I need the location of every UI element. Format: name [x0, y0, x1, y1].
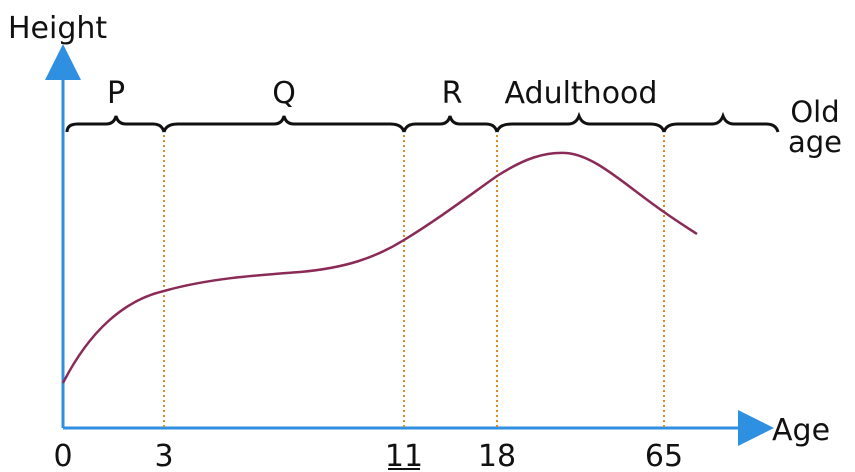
- brace-adulthood: [495, 111, 666, 133]
- x-axis-label: Age: [772, 413, 830, 448]
- brace-q: [162, 115, 406, 133]
- stage-label-adulthood: Adulthood: [505, 76, 658, 111]
- tick-label-18: 18: [478, 439, 516, 472]
- stage-label-old: Old: [790, 95, 839, 129]
- stage-label-r: R: [442, 76, 463, 111]
- brace-old-age: [662, 111, 780, 133]
- y-axis-label: Height: [8, 11, 107, 46]
- tick-label-3: 3: [154, 439, 173, 472]
- tick-label-0: 0: [53, 439, 72, 472]
- stage-label-age: age: [788, 125, 842, 159]
- brace-p: [65, 115, 166, 133]
- stage-label-p: P: [107, 76, 125, 111]
- tick-label-65: 65: [645, 439, 683, 472]
- stage-label-q: Q: [272, 76, 296, 111]
- brace-r: [402, 115, 499, 133]
- tick-label-11: 11: [385, 439, 423, 472]
- height-curve: [61, 151, 698, 384]
